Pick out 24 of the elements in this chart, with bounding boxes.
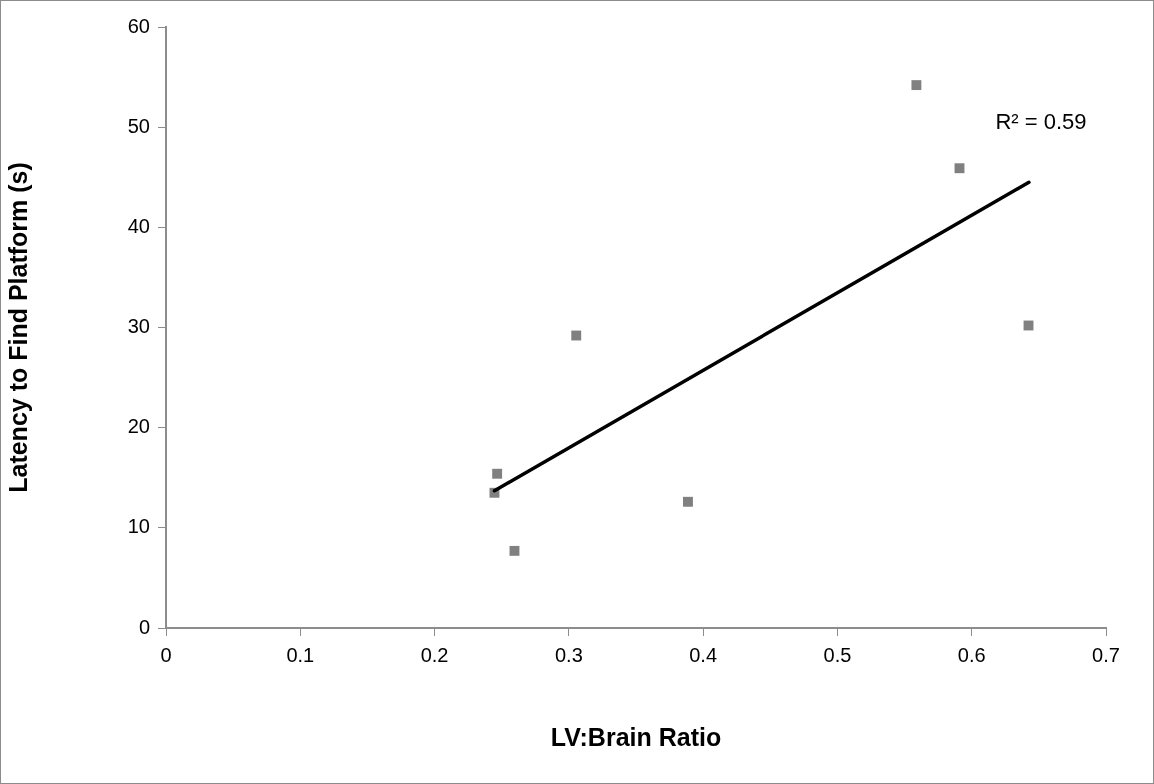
x-tick-label: 0.4	[689, 643, 718, 666]
y-tick-label: 60	[127, 14, 150, 37]
point	[492, 468, 503, 479]
x-tick-label: 0.7	[1092, 643, 1120, 666]
x-tick-label: 0.2	[420, 643, 449, 666]
x-axis-title: LV:Brain Ratio	[550, 722, 722, 751]
x-tick-label: 0.1	[286, 643, 315, 666]
point	[954, 163, 965, 174]
point	[683, 496, 693, 507]
point	[509, 545, 520, 556]
y-tick-label: 30	[127, 315, 150, 338]
x-tick-label: 0.5	[823, 643, 852, 666]
x-tick-label: 0	[160, 643, 172, 666]
y-tick-label: 10	[127, 515, 150, 538]
x-tick-label: 0.3	[554, 643, 583, 666]
annotation: R² = 0.59	[995, 109, 1087, 135]
y-tick-label: 40	[127, 214, 150, 237]
point	[571, 330, 582, 341]
y-axis-title: Latency to Find Platform (s)	[3, 162, 32, 493]
x-tick-label: 0.6	[957, 643, 986, 666]
point	[911, 80, 922, 91]
y-tick-label: 20	[127, 415, 150, 438]
y-tick-label: 0	[138, 615, 150, 638]
y-tick-label: 50	[127, 114, 150, 137]
